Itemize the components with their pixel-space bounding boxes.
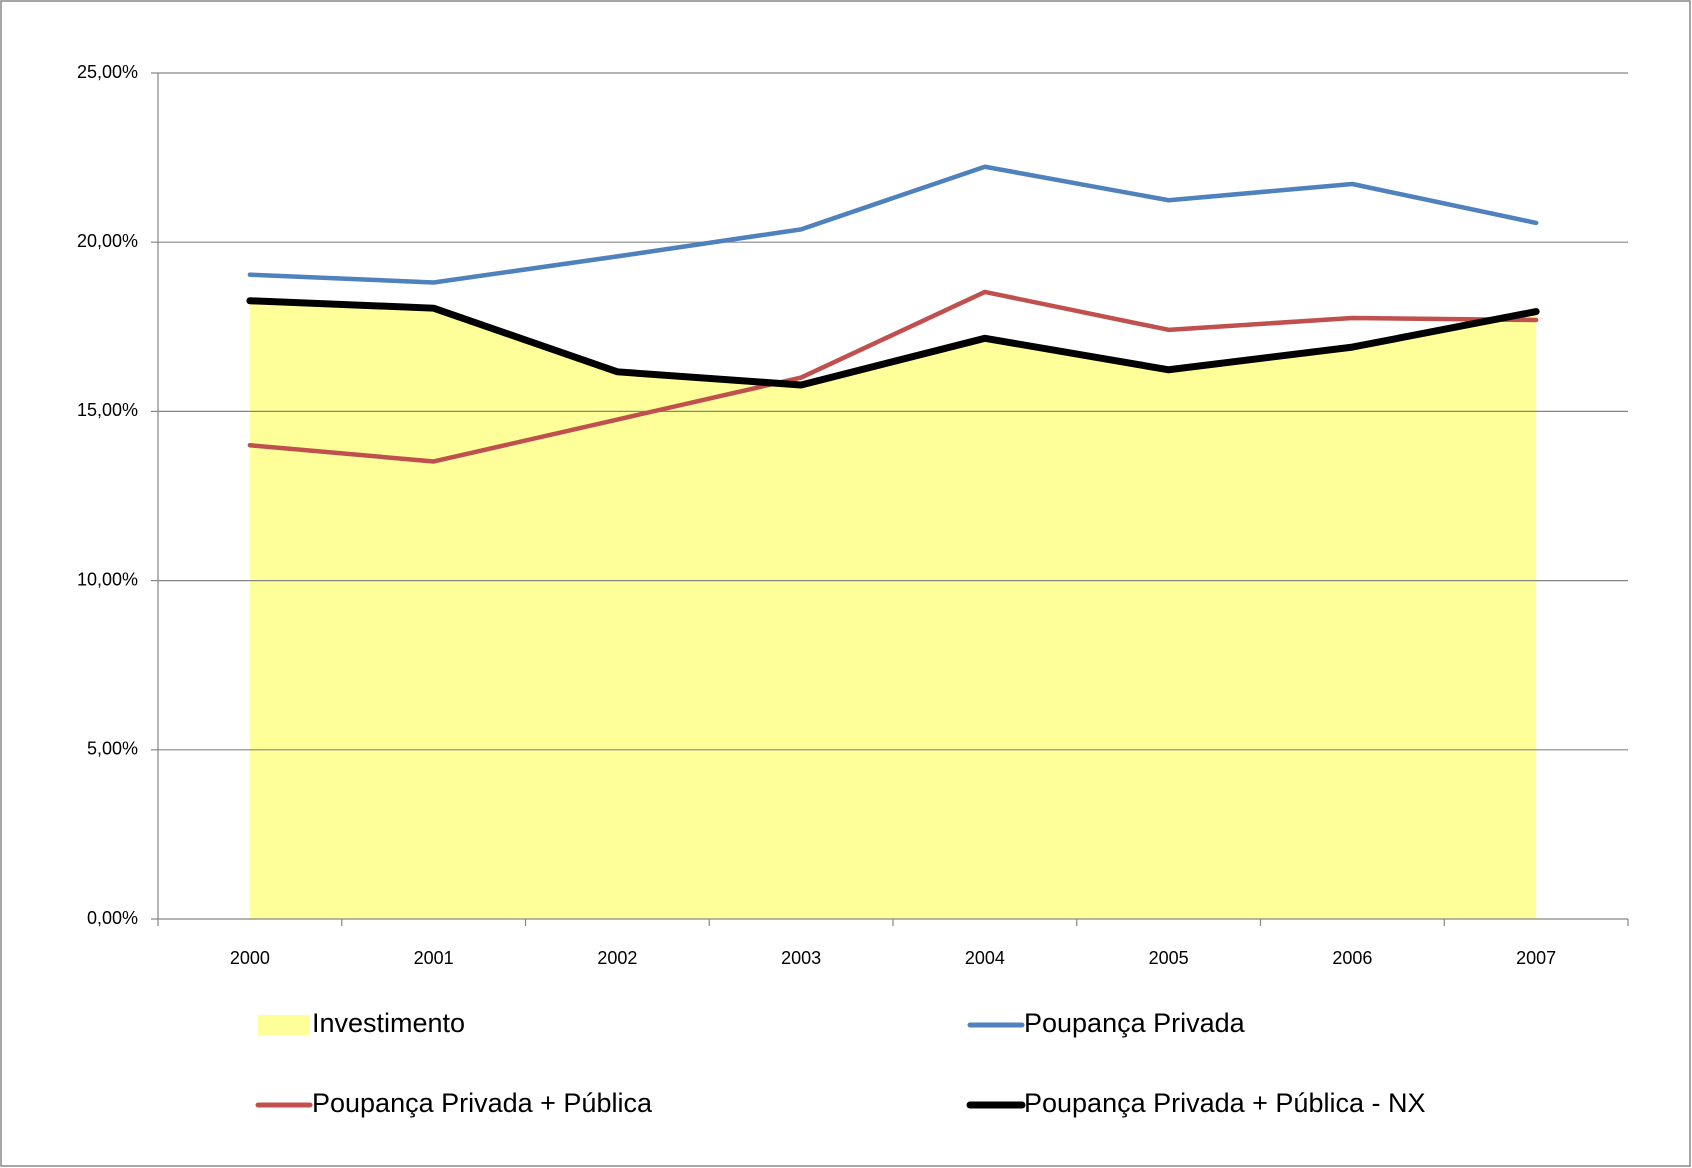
legend-swatch bbox=[258, 1015, 310, 1035]
y-tick-label: 10,00% bbox=[77, 569, 138, 589]
y-tick-label: 0,00% bbox=[87, 908, 138, 928]
line bbox=[247, 289, 1539, 464]
y-tick-label: 20,00% bbox=[77, 231, 138, 251]
line bbox=[247, 164, 1539, 285]
legend-label: Poupança Privada bbox=[1024, 1008, 1246, 1038]
y-tick-label: 25,00% bbox=[77, 62, 138, 82]
x-tick-label: 2006 bbox=[1332, 948, 1372, 968]
y-tick-label: 5,00% bbox=[87, 739, 138, 759]
x-tick-label: 2007 bbox=[1516, 948, 1556, 968]
legend-label: Poupança Privada + Pública bbox=[312, 1088, 653, 1118]
x-tick-label: 2000 bbox=[230, 948, 270, 968]
x-tick-label: 2004 bbox=[965, 948, 1005, 968]
legend-label: Investimento bbox=[312, 1008, 465, 1038]
x-tick-label: 2003 bbox=[781, 948, 821, 968]
line bbox=[246, 297, 1540, 389]
legend-label: Poupança Privada + Pública - NX bbox=[1024, 1088, 1425, 1118]
y-tick-label: 15,00% bbox=[77, 400, 138, 420]
x-tick-label: 2002 bbox=[597, 948, 637, 968]
x-tick-label: 2005 bbox=[1149, 948, 1189, 968]
area bbox=[249, 300, 1537, 920]
x-tick-label: 2001 bbox=[414, 948, 454, 968]
